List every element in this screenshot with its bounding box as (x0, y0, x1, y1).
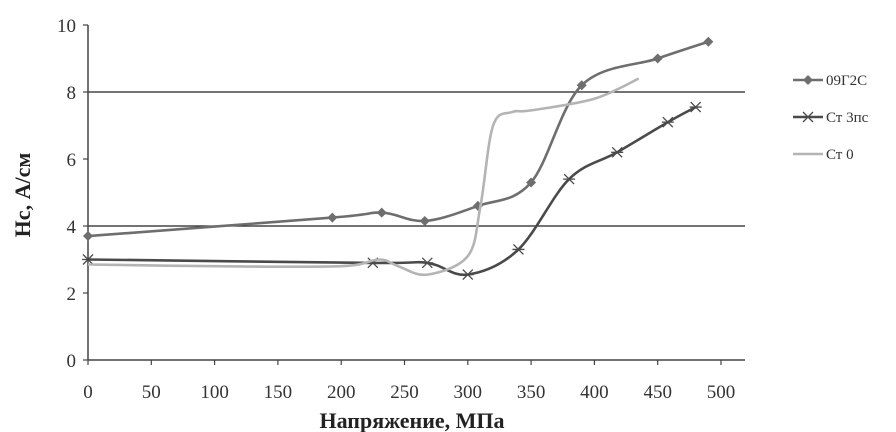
x-tick-labels: 0 50 100 150 200 250 300 350 400 450 500 (83, 360, 735, 403)
data-point (461, 269, 474, 281)
data-point (83, 231, 93, 242)
y-axis-title: Hc, А/см (10, 153, 35, 238)
data-point (611, 146, 624, 158)
x-tick-label: 100 (200, 382, 229, 403)
data-point (689, 101, 702, 113)
x-tick-label: 0 (83, 382, 93, 403)
y-tick-label: 0 (67, 351, 77, 372)
series-line-1 (87, 105, 697, 277)
x-tick-label: 350 (517, 382, 546, 403)
y-tick-label: 2 (67, 284, 77, 305)
y-tick-label: 6 (67, 150, 77, 171)
series-1 (82, 101, 702, 281)
legend-entry: Ст 3пс (826, 110, 869, 126)
x-tick-label: 300 (454, 382, 483, 403)
data-point (652, 53, 663, 64)
x-tick-label: 500 (707, 382, 736, 403)
x-axis-title: Напряжение, МПа (319, 408, 504, 432)
series-0 (83, 36, 714, 242)
y-tick-label: 8 (67, 83, 77, 104)
data-point (327, 212, 338, 223)
x-tick-label: 200 (327, 382, 356, 403)
series-2 (87, 77, 640, 277)
data-point (576, 80, 587, 91)
data-point (563, 173, 576, 185)
grid-lines (88, 91, 745, 227)
series-line-2 (87, 77, 640, 277)
data-point (419, 215, 430, 226)
data-point (376, 207, 387, 218)
data-point (703, 36, 714, 47)
x-tick-label: 250 (390, 382, 419, 403)
legend-entry: Ст 0 (826, 147, 854, 163)
axes (87, 25, 745, 361)
y-tick-label: 4 (67, 217, 77, 238)
legend-marker (802, 111, 814, 123)
legend-marker (803, 75, 813, 85)
series-group (82, 36, 714, 281)
y-tick-labels: 0 2 4 6 8 10 (57, 16, 88, 372)
data-point (512, 243, 525, 255)
x-tick-label: 50 (142, 382, 161, 403)
data-point (421, 257, 434, 269)
legend: 09Г2С Ст 3пс Ст 0 (793, 73, 869, 163)
data-point (661, 116, 674, 128)
x-tick-label: 400 (580, 382, 609, 403)
x-tick-label: 450 (643, 382, 672, 403)
series-line-0 (87, 40, 709, 238)
x-tick-label: 150 (264, 382, 293, 403)
y-tick-label: 10 (57, 16, 76, 37)
data-point (526, 177, 537, 188)
data-point (82, 254, 94, 265)
legend-entry: 09Г2С (826, 73, 867, 89)
